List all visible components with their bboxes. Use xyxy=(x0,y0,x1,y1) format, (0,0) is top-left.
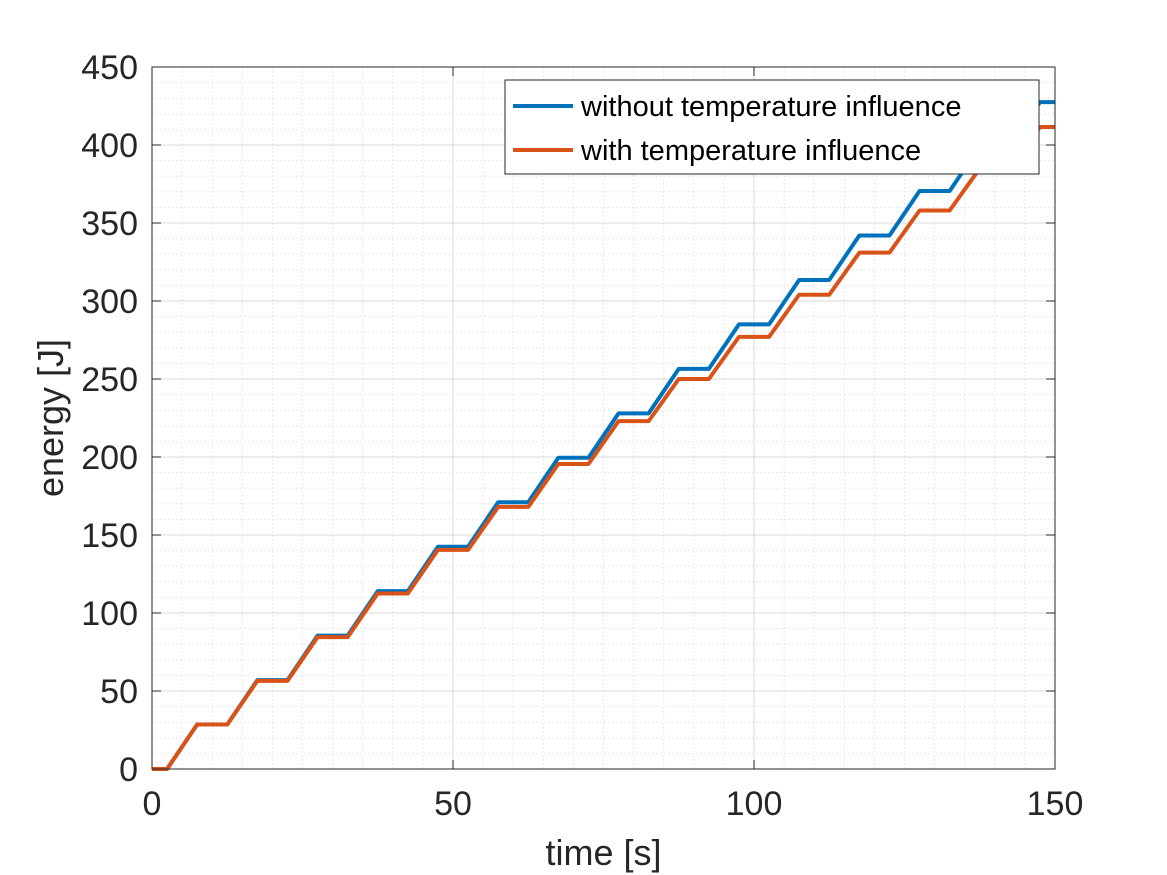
y-axis-label: energy [J] xyxy=(30,339,71,497)
y-tick-label: 100 xyxy=(81,595,138,633)
y-tick-label: 400 xyxy=(81,127,138,165)
minor-grid xyxy=(152,67,1055,769)
series-line-with-temperature-influence xyxy=(152,125,1055,771)
series-layer xyxy=(152,100,1055,771)
x-tick-label: 0 xyxy=(143,785,162,823)
y-tick-label: 250 xyxy=(81,361,138,399)
x-tick-label: 100 xyxy=(726,785,783,823)
y-tick-label: 50 xyxy=(100,673,138,711)
y-tick-label: 450 xyxy=(81,49,138,87)
y-tick-label: 150 xyxy=(81,517,138,555)
y-tick-label: 350 xyxy=(81,205,138,243)
major-grid xyxy=(152,67,1055,769)
x-axis-label: time [s] xyxy=(545,832,661,873)
y-tick-label: 200 xyxy=(81,439,138,477)
tick-labels: 0 50 100 150 0 50 100 150 200 250 300 350 400 450 xyxy=(81,49,1083,823)
x-tick-label: 150 xyxy=(1027,785,1084,823)
y-tick-label: 300 xyxy=(81,283,138,321)
x-tick-label: 50 xyxy=(434,785,472,823)
ticks xyxy=(151,66,1056,770)
legend-label-without-temperature-influence: without temperature influence xyxy=(580,91,961,123)
plot-frame xyxy=(151,66,1056,770)
legend-label-with-temperature-influence: with temperature influence xyxy=(580,135,921,167)
y-tick-label: 0 xyxy=(119,751,138,789)
legend: without temperature influence with tempe… xyxy=(504,79,1040,175)
legend-box xyxy=(504,79,1040,175)
